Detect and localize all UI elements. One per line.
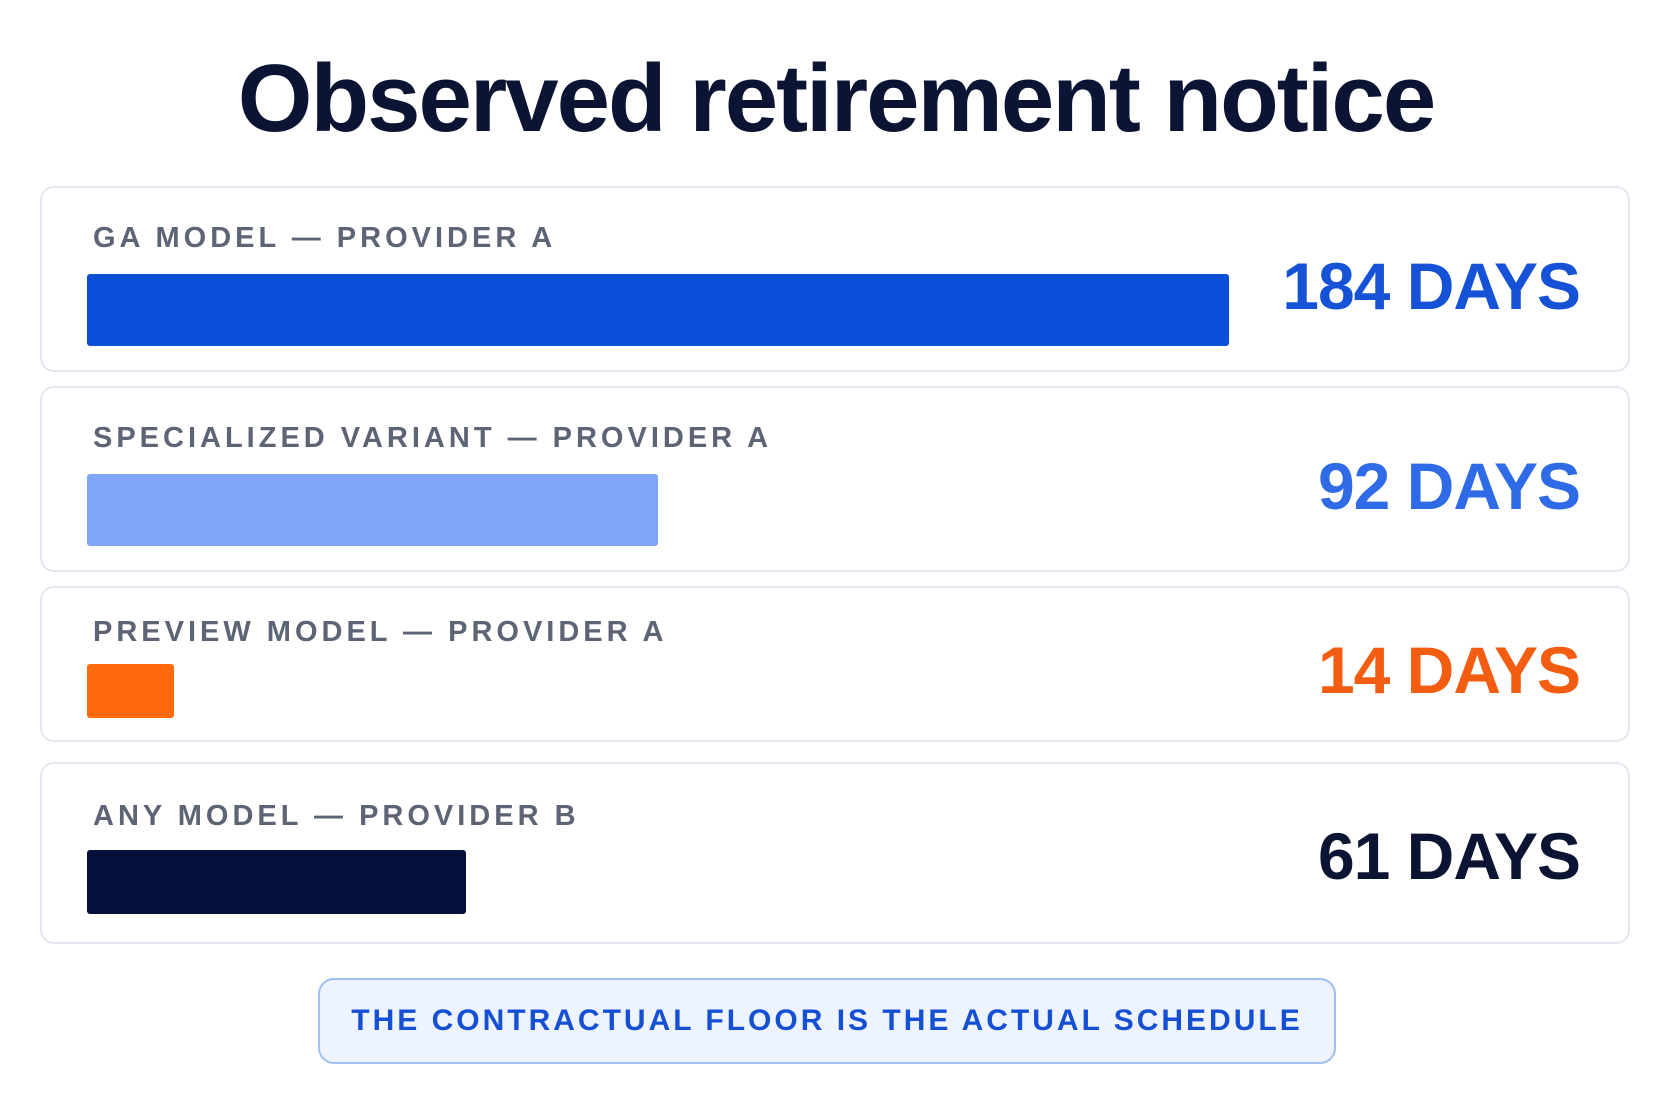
category-label: ANY MODEL — PROVIDER B bbox=[93, 800, 580, 832]
bar-preview-model bbox=[87, 664, 174, 718]
value-label: 92 DAYS bbox=[1317, 449, 1581, 523]
value-label: 14 DAYS bbox=[1317, 633, 1581, 707]
bar-row-specialized-variant: SPECIALIZED VARIANT — PROVIDER A 92 DAYS bbox=[40, 386, 1630, 572]
value-label: 61 DAYS bbox=[1317, 819, 1581, 893]
chart-title: Observed retirement notice bbox=[237, 45, 1436, 152]
callout-text: THE CONTRACTUAL FLOOR IS THE ACTUAL SCHE… bbox=[351, 1004, 1303, 1037]
category-label: SPECIALIZED VARIANT — PROVIDER A bbox=[93, 422, 773, 454]
category-label: GA MODEL — PROVIDER A bbox=[93, 222, 557, 254]
bar-row-preview-model: PREVIEW MODEL — PROVIDER A 14 DAYS bbox=[40, 586, 1630, 742]
bar-ga-model bbox=[87, 274, 1229, 346]
bar-row-any-model: ANY MODEL — PROVIDER B 61 DAYS bbox=[40, 762, 1630, 944]
category-label: PREVIEW MODEL — PROVIDER A bbox=[93, 616, 668, 648]
callout-box: THE CONTRACTUAL FLOOR IS THE ACTUAL SCHE… bbox=[318, 978, 1336, 1064]
value-label: 184 DAYS bbox=[1282, 249, 1581, 323]
bar-any-model bbox=[87, 850, 466, 914]
bar-row-ga-model: GA MODEL — PROVIDER A 184 DAYS bbox=[40, 186, 1630, 372]
bar-specialized-variant bbox=[87, 474, 658, 546]
